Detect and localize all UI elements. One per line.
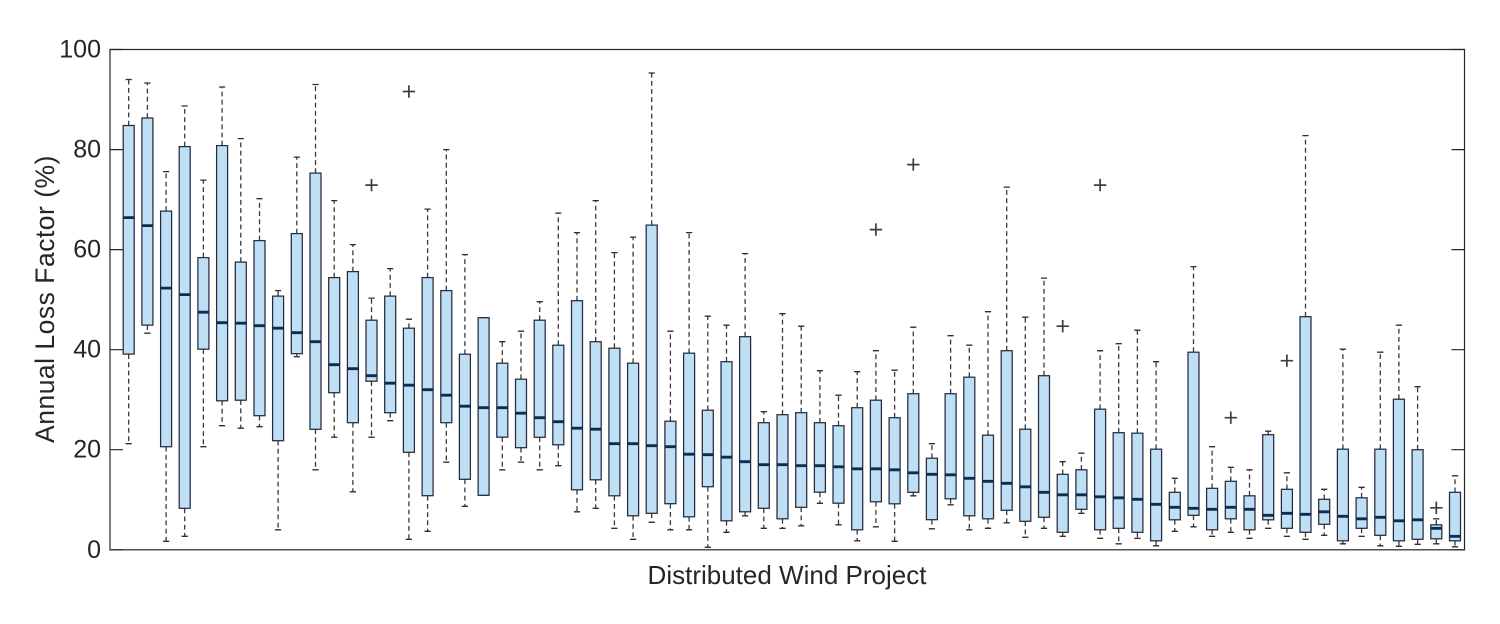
svg-text:80: 80 bbox=[73, 136, 101, 164]
svg-text:20: 20 bbox=[73, 436, 101, 464]
svg-text:40: 40 bbox=[73, 336, 101, 364]
svg-text:100: 100 bbox=[59, 36, 101, 64]
svg-text:Distributed Wind Project: Distributed Wind Project bbox=[648, 560, 928, 590]
svg-text:0: 0 bbox=[87, 536, 101, 564]
svg-text:Annual Loss Factor (%): Annual Loss Factor (%) bbox=[30, 155, 60, 443]
svg-text:60: 60 bbox=[73, 236, 101, 264]
